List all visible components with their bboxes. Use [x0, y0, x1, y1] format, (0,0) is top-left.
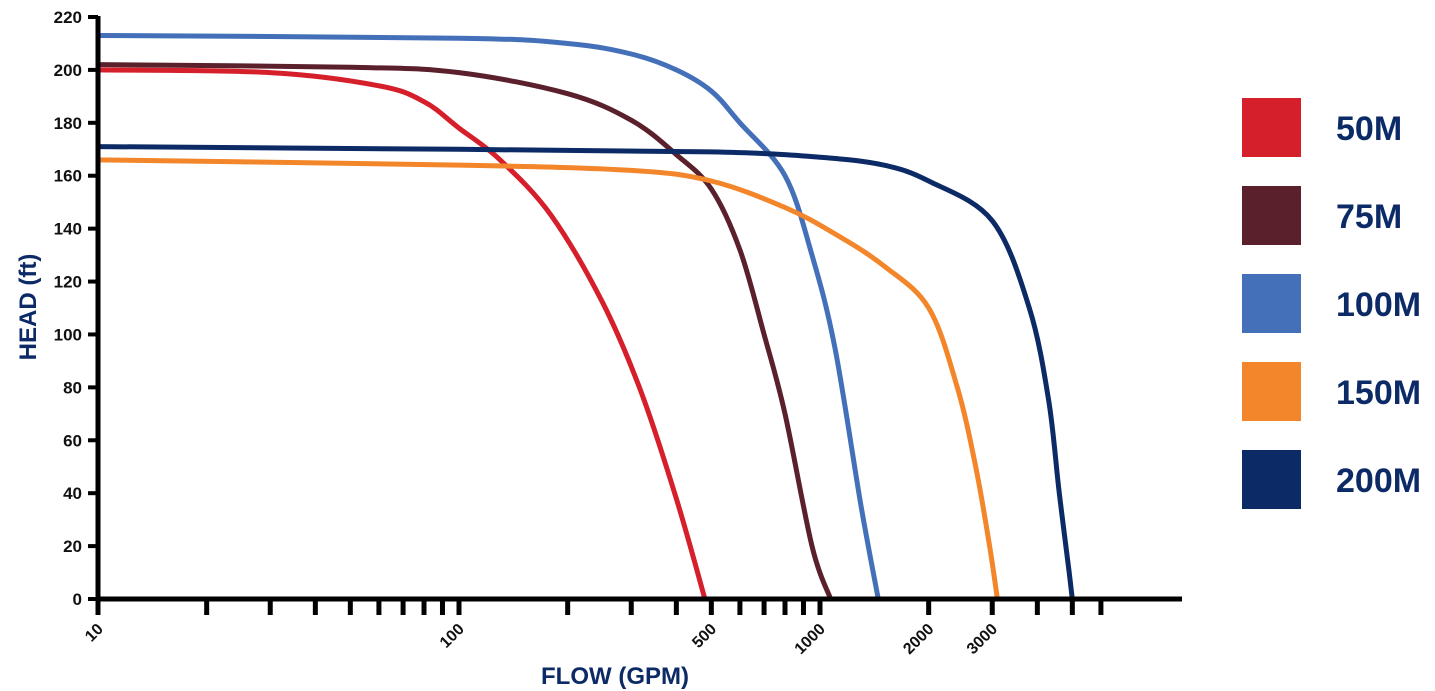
legend-label-150m: 150M — [1336, 374, 1421, 412]
x-tick-label: 100 — [437, 621, 468, 652]
y-tick-label: 0 — [73, 590, 82, 609]
series-line-200m — [95, 144, 1075, 602]
y-axis-title: HEAD (ft) — [15, 254, 42, 361]
x-tick-label: 2000 — [900, 621, 937, 658]
axes — [95, 16, 1182, 602]
x-ticks: 10 100 500 1000 2000 3000 — [82, 599, 1104, 658]
y-tick-label: 20 — [63, 537, 82, 556]
y-tick-label: 60 — [63, 431, 82, 450]
y-tick-label: 160 — [54, 167, 82, 186]
y-tick-label: 100 — [54, 325, 82, 344]
y-tick-label: 120 — [54, 273, 82, 292]
legend-label-75m: 75M — [1336, 198, 1402, 236]
x-tick-label: 3000 — [964, 621, 1001, 658]
y-tick-label: 80 — [63, 378, 82, 397]
legend: 50M 75M 100M 150M 200M — [1242, 98, 1421, 509]
legend-swatch-150m — [1242, 362, 1301, 421]
legend-swatch-50m — [1242, 98, 1301, 157]
y-tick-label: 180 — [54, 114, 82, 133]
legend-label-200m: 200M — [1336, 462, 1421, 500]
series-line-75m — [95, 62, 834, 602]
legend-label-100m: 100M — [1336, 286, 1421, 324]
series-lines — [95, 33, 1075, 602]
x-axis-title: FLOW (GPM) — [541, 663, 689, 690]
x-tick-label: 1000 — [792, 621, 829, 658]
y-tick-label: 200 — [54, 61, 82, 80]
legend-swatch-200m — [1242, 450, 1301, 509]
series-line-100m — [95, 33, 881, 602]
legend-label-50m: 50M — [1336, 110, 1402, 148]
x-tick-label: 10 — [82, 621, 107, 646]
y-tick-label: 220 — [54, 8, 82, 27]
x-tick-label: 500 — [689, 621, 720, 652]
legend-swatch-75m — [1242, 186, 1301, 245]
y-tick-label: 140 — [54, 220, 82, 239]
y-ticks: 0 20 40 60 80 100 120 140 160 180 200 220 — [54, 8, 98, 609]
series-line-50m — [95, 67, 708, 602]
y-tick-label: 40 — [63, 484, 82, 503]
legend-swatch-100m — [1242, 274, 1301, 333]
series-line-150m — [95, 157, 1000, 602]
